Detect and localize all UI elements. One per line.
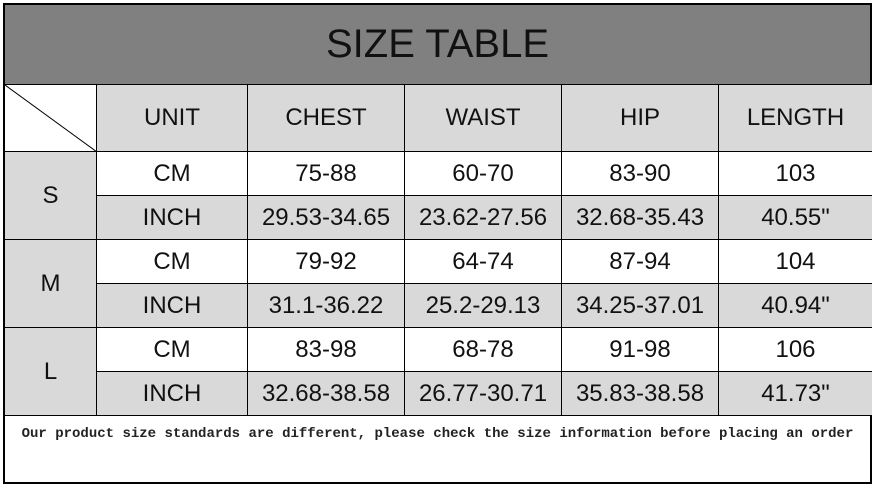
value-cell: 83-90	[562, 152, 719, 196]
value-cell: 40.55"	[719, 196, 872, 240]
header-hip: HIP	[562, 85, 719, 152]
table-title: SIZE TABLE	[5, 5, 870, 85]
header-waist: WAIST	[405, 85, 562, 152]
diagonal-line	[5, 85, 97, 152]
value-cell: 41.73"	[719, 372, 872, 416]
value-cell: 31.1-36.22	[248, 284, 405, 328]
value-cell: 83-98	[248, 328, 405, 372]
header-chest: CHEST	[248, 85, 405, 152]
unit-cell: CM	[97, 240, 248, 284]
value-cell: 26.77-30.71	[405, 372, 562, 416]
value-cell: 87-94	[562, 240, 719, 284]
value-cell: 103	[719, 152, 872, 196]
footer-note: Our product size standards are different…	[21, 426, 854, 442]
unit-cell: INCH	[97, 284, 248, 328]
unit-cell: INCH	[97, 196, 248, 240]
value-cell: 79-92	[248, 240, 405, 284]
size-label: M	[5, 240, 97, 328]
header-unit: UNIT	[97, 85, 248, 152]
value-cell: 106	[719, 328, 872, 372]
unit-cell: INCH	[97, 372, 248, 416]
value-cell: 64-74	[405, 240, 562, 284]
value-cell: 34.25-37.01	[562, 284, 719, 328]
value-cell: 68-78	[405, 328, 562, 372]
value-cell: 29.53-34.65	[248, 196, 405, 240]
corner-cell	[5, 85, 97, 152]
size-label: S	[5, 152, 97, 240]
size-table: SIZE TABLE UNIT CHEST WAIST HIP LENGTH S CM 75-…	[3, 3, 872, 484]
value-cell: 40.94"	[719, 284, 872, 328]
value-cell: 91-98	[562, 328, 719, 372]
value-cell: 32.68-38.58	[248, 372, 405, 416]
value-cell: 104	[719, 240, 872, 284]
unit-cell: CM	[97, 328, 248, 372]
value-cell: 23.62-27.56	[405, 196, 562, 240]
value-cell: 60-70	[405, 152, 562, 196]
value-cell: 32.68-35.43	[562, 196, 719, 240]
value-cell: 75-88	[248, 152, 405, 196]
value-cell: 35.83-38.58	[562, 372, 719, 416]
header-length: LENGTH	[719, 85, 872, 152]
value-cell: 25.2-29.13	[405, 284, 562, 328]
size-label: L	[5, 328, 97, 416]
unit-cell: CM	[97, 152, 248, 196]
